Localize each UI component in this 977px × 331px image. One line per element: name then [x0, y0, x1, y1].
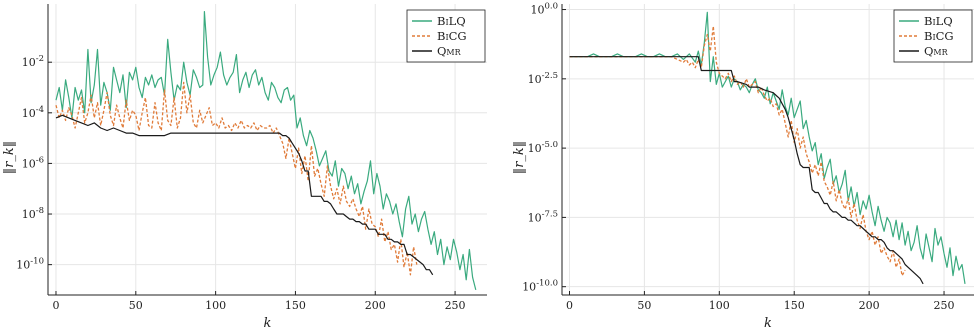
x-axis-label: k [264, 316, 272, 331]
y-tick-exponent: -2 [36, 54, 44, 64]
y-tick-exponent: 0.0 [544, 2, 558, 12]
y-tick-base: 10 [528, 142, 542, 155]
y-tick-base: 10 [22, 107, 36, 120]
x-tick-label: 250 [934, 299, 955, 312]
y-tick-base: 10 [22, 56, 36, 69]
x-tick-label: 50 [129, 299, 143, 312]
legend-label-qmr: Qmr [924, 44, 949, 58]
chart-panel-2: 0 50 100 150 200 25010-10.010-7.510-5.010-2.5… [512, 2, 974, 331]
x-tick-label: 100 [205, 299, 226, 312]
y-tick-base: 10 [22, 208, 36, 221]
x-tick-label: 0 [566, 299, 573, 312]
chart-panel-1: 0 50 100 150 200 25010-1010-810-610-410-2k‖r_… [2, 4, 487, 331]
y-tick-base: 10 [528, 211, 542, 224]
series-line-qmr [55, 114, 434, 276]
y-tick-label: 10-2.5 [528, 71, 558, 86]
series-line-bilq [55, 11, 477, 291]
y-tick-label: 10-10 [16, 257, 44, 272]
x-tick-label: 150 [784, 299, 805, 312]
y-tick-exponent: -5.0 [542, 140, 558, 150]
legend-label-bicg: BiCG [924, 29, 954, 43]
legend-label-bicg: BiCG [437, 29, 467, 43]
y-tick-exponent: -7.5 [542, 209, 558, 219]
y-tick-exponent: -8 [36, 206, 44, 216]
y-tick-base: 10 [528, 73, 542, 86]
legend-label-bilq: BiLQ [437, 14, 466, 28]
y-tick-label: 10-8 [22, 206, 44, 221]
y-tick-exponent: -10.0 [536, 279, 558, 289]
series-line-qmr [569, 56, 924, 285]
y-axis-label: ‖r_k‖ [512, 141, 527, 175]
y-tick-base: 10 [522, 281, 536, 294]
x-tick-label: 100 [709, 299, 730, 312]
y-tick-label: 10-4 [22, 105, 44, 120]
y-tick-label: 10-6 [22, 155, 44, 170]
y-tick-exponent: -6 [36, 155, 44, 165]
y-tick-base: 10 [22, 157, 36, 170]
x-tick-label: 0 [52, 299, 59, 312]
series-line-bicg [569, 25, 906, 277]
y-tick-base: 10 [16, 259, 30, 272]
x-tick-label: 200 [365, 299, 386, 312]
legend-label-bilq: BiLQ [924, 14, 953, 28]
y-tick-base: 10 [530, 4, 544, 17]
legend-label-qmr: Qmr [437, 44, 462, 58]
y-axis-label: ‖r_k‖ [2, 141, 17, 175]
y-tick-label: 100.0 [530, 2, 558, 17]
y-tick-label: 10-2 [22, 54, 44, 69]
y-tick-exponent: -10 [30, 257, 44, 267]
x-tick-label: 150 [285, 299, 306, 312]
y-tick-exponent: -4 [36, 105, 44, 115]
y-tick-label: 10-5.0 [528, 140, 558, 155]
y-tick-label: 10-10.0 [522, 279, 558, 294]
x-tick-label: 200 [859, 299, 880, 312]
x-tick-label: 50 [637, 299, 651, 312]
y-tick-exponent: -2.5 [542, 71, 558, 81]
y-tick-label: 10-7.5 [528, 209, 558, 224]
x-tick-label: 250 [445, 299, 466, 312]
x-axis-label: k [764, 316, 772, 331]
series-line-bicg [55, 81, 418, 276]
